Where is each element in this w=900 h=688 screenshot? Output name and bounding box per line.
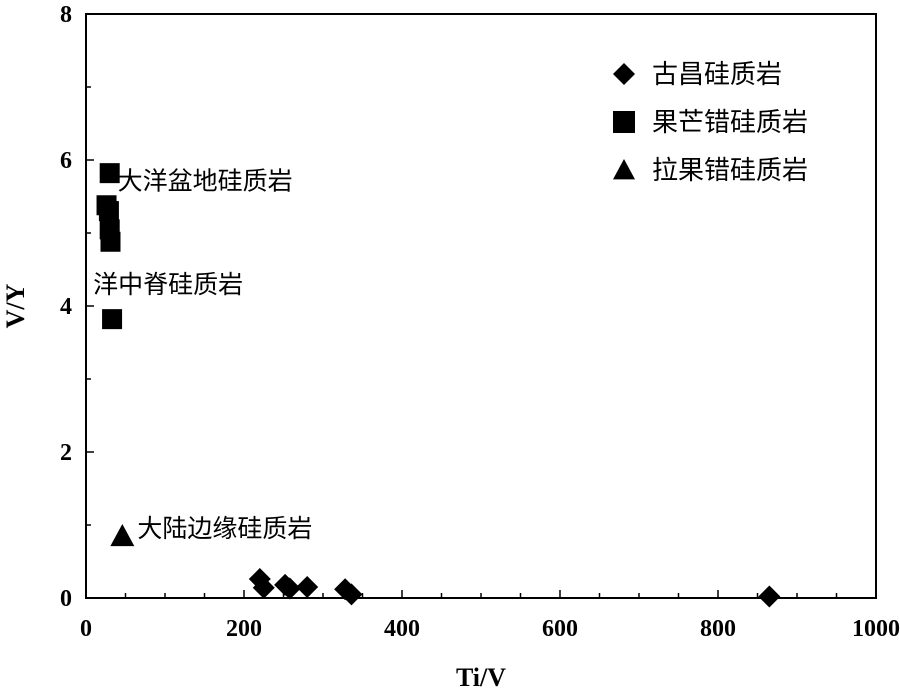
y-axis-title: V/Y: [1, 283, 30, 328]
x-tick-label: 800: [700, 616, 736, 642]
triangle-annotation-marker: [110, 523, 135, 547]
diamond-point: [296, 576, 319, 599]
annotation-label: 洋中脊硅质岩: [93, 270, 243, 299]
y-tick-label: 2: [60, 440, 72, 466]
annotation-label: 大陆边缘硅质岩: [137, 514, 312, 543]
legend-diamond-icon: [613, 63, 635, 85]
legend-triangle-icon: [613, 159, 635, 180]
diamond-point: [758, 585, 781, 608]
y-tick-label: 0: [60, 586, 72, 612]
legend-square-icon: [613, 111, 635, 133]
ticks: 0 200 400 600 800 1000 0 2 4 6 8: [60, 2, 900, 642]
square-point: [99, 163, 120, 184]
x-tick-label: 1000: [852, 616, 900, 642]
square-point: [100, 231, 121, 252]
diamond-point: [278, 577, 301, 600]
axes: [85, 13, 877, 599]
legend-label: 果芒错硅质岩: [652, 108, 808, 138]
x-tick-label: 200: [226, 616, 262, 642]
plot-frame: [85, 13, 877, 599]
square-point: [102, 309, 123, 330]
x-axis-title: Ti/V: [456, 663, 506, 688]
x-tick-label: 400: [384, 616, 420, 642]
legend-label: 拉果错硅质岩: [652, 156, 808, 186]
x-tick-label: 0: [80, 616, 92, 642]
data-points: [96, 163, 781, 608]
diamond-point: [252, 576, 275, 599]
y-tick-label: 4: [60, 294, 72, 320]
diamond-point: [340, 583, 363, 606]
annotation-label: 大洋盆地硅质岩: [118, 166, 293, 195]
x-tick-label: 600: [542, 616, 578, 642]
legend-label: 古昌硅质岩: [652, 60, 782, 90]
y-tick-label: 8: [60, 2, 72, 28]
y-tick-label: 6: [60, 148, 72, 174]
square-point: [98, 201, 119, 222]
